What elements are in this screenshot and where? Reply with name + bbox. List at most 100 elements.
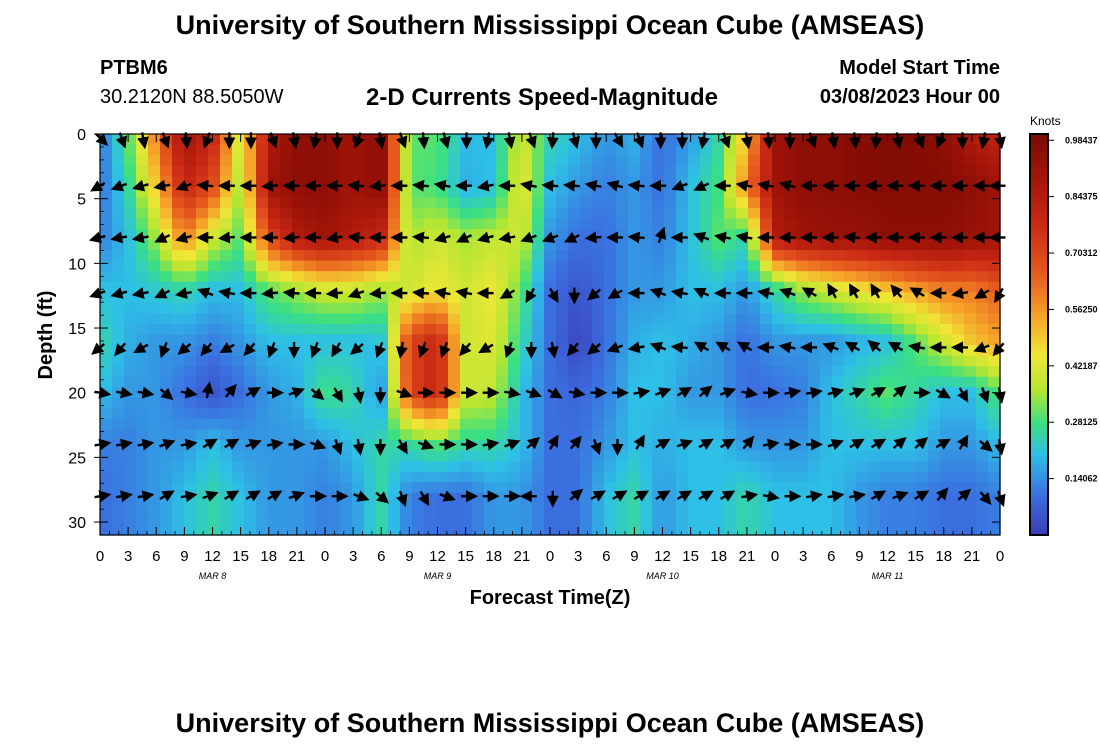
- heatmap-cell: [424, 450, 437, 462]
- heatmap-cell: [568, 513, 581, 526]
- heatmap-cell: [484, 355, 497, 367]
- heatmap-cell: [628, 334, 641, 346]
- heatmap-cell: [976, 260, 989, 272]
- heatmap-cell: [400, 271, 413, 283]
- heatmap-cell: [124, 503, 137, 515]
- heatmap-cell: [688, 281, 701, 293]
- heatmap-cell: [856, 165, 869, 177]
- heatmap-cell: [760, 418, 773, 431]
- heatmap-cell: [604, 450, 617, 462]
- heatmap-cell: [904, 260, 917, 272]
- heatmap-cell: [712, 418, 725, 431]
- heatmap-cell: [232, 313, 245, 325]
- heatmap-cell: [748, 165, 761, 177]
- heatmap-cell: [532, 292, 545, 304]
- heatmap-cell: [580, 503, 593, 515]
- heatmap-cell: [628, 397, 641, 409]
- heatmap-cell: [220, 271, 233, 283]
- heatmap-cell: [928, 513, 941, 526]
- heatmap-cell: [484, 165, 497, 177]
- heatmap-cell: [688, 313, 701, 325]
- heatmap-cell: [580, 450, 593, 462]
- heatmap-cell: [640, 207, 653, 220]
- heatmap-cell: [640, 503, 653, 515]
- heatmap-cell: [940, 482, 953, 494]
- heatmap-cell: [328, 250, 341, 262]
- heatmap-cell: [688, 260, 701, 272]
- heatmap-cell: [568, 302, 581, 314]
- heatmap-cell: [460, 313, 473, 325]
- heatmap-cell: [712, 408, 725, 420]
- heatmap-cell: [628, 218, 641, 230]
- heatmap-cell: [868, 482, 881, 494]
- heatmap-cell: [916, 165, 929, 177]
- heatmap-cell: [652, 513, 665, 526]
- heatmap-cell: [412, 461, 425, 473]
- heatmap-cell: [724, 503, 737, 515]
- heatmap-cell: [952, 155, 965, 167]
- heatmap-cell: [676, 471, 689, 483]
- heatmap-cell: [376, 134, 389, 146]
- heatmap-cell: [484, 482, 497, 494]
- heatmap-cell: [304, 482, 317, 494]
- heatmap-cell: [880, 134, 893, 146]
- heatmap-cell: [760, 207, 773, 220]
- heatmap-cell: [532, 186, 545, 198]
- heatmap-cell: [868, 408, 881, 420]
- heatmap-cell: [532, 408, 545, 420]
- heatmap-cell: [628, 366, 641, 378]
- heatmap-cell: [700, 218, 713, 230]
- heatmap-cell: [124, 440, 137, 452]
- heatmap-cell: [220, 250, 233, 262]
- heatmap-cell: [916, 334, 929, 346]
- heatmap-cell: [148, 176, 161, 188]
- heatmap-cell: [172, 503, 185, 515]
- heatmap-cell: [940, 366, 953, 378]
- heatmap-cell: [484, 397, 497, 409]
- heatmap-cell: [760, 376, 773, 388]
- heatmap-cell: [604, 492, 617, 504]
- heatmap-cell: [640, 292, 653, 304]
- heatmap-cell: [532, 482, 545, 494]
- heatmap-cell: [436, 461, 449, 473]
- heatmap-cell: [112, 197, 125, 209]
- heatmap-cell: [868, 313, 881, 325]
- heatmap-cell: [760, 524, 773, 536]
- heatmap-cell: [148, 345, 161, 357]
- heatmap-cell: [616, 197, 629, 209]
- heatmap-cell: [376, 292, 389, 304]
- heatmap-cell: [580, 218, 593, 230]
- heatmap-cell: [352, 239, 365, 251]
- heatmap-cell: [472, 429, 485, 441]
- heatmap-cell: [556, 387, 569, 399]
- heatmap-cell: [844, 492, 857, 504]
- heatmap-cell: [448, 281, 461, 293]
- heatmap-cell: [364, 492, 377, 504]
- current-vector-arrow: [892, 490, 909, 503]
- heatmap-cell: [556, 524, 569, 536]
- x-tick-label: 0: [321, 548, 329, 565]
- heatmap-cell: [400, 144, 413, 156]
- heatmap-cell: [976, 355, 989, 367]
- heatmap-cell: [508, 471, 521, 483]
- heatmap-cell: [460, 250, 473, 262]
- heatmap-cell: [568, 218, 581, 230]
- heatmap-cell: [880, 450, 893, 462]
- heatmap-cell: [208, 440, 221, 452]
- heatmap-cell: [892, 503, 905, 515]
- heatmap-cell: [412, 513, 425, 526]
- heatmap-cell: [544, 218, 557, 230]
- heatmap-cell: [328, 271, 341, 283]
- heatmap-cell: [376, 250, 389, 262]
- heatmap-cell: [232, 292, 245, 304]
- heatmap-cell: [856, 218, 869, 230]
- heatmap-cell: [916, 503, 929, 515]
- current-vector-arrow: [849, 490, 867, 503]
- heatmap-cell: [184, 334, 197, 346]
- heatmap-cell: [388, 429, 401, 441]
- heatmap-cell: [784, 186, 797, 198]
- heatmap-cell: [796, 186, 809, 198]
- heatmap-cell: [712, 302, 725, 314]
- heatmap-cell: [868, 239, 881, 251]
- heatmap-cell: [808, 197, 821, 209]
